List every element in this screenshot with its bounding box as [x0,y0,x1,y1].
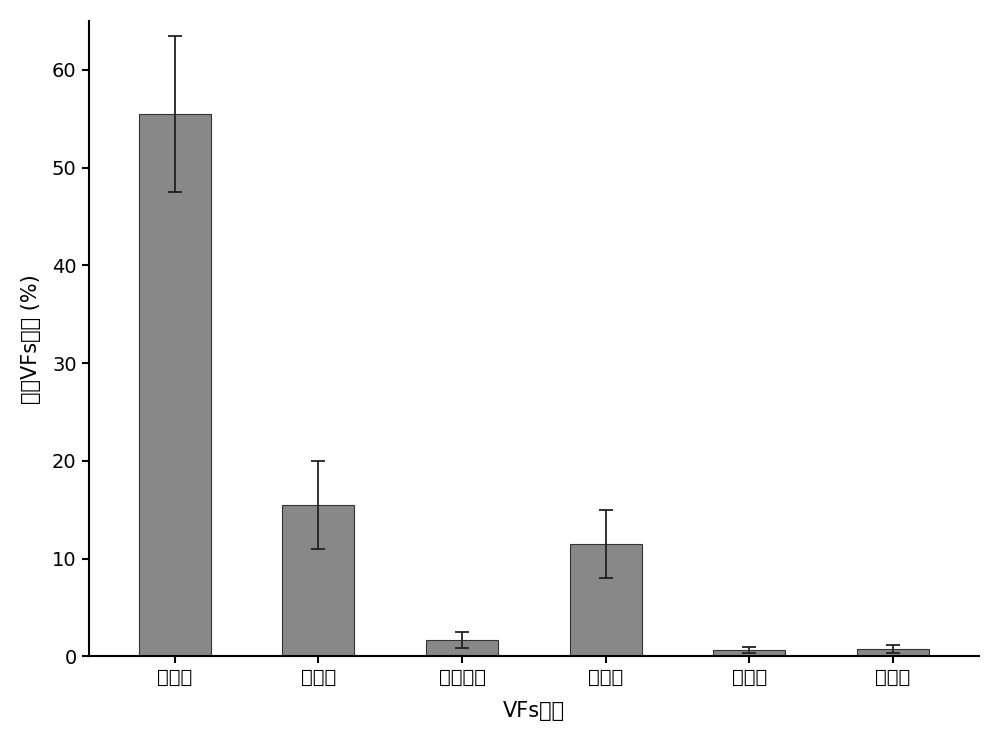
Bar [857,649,929,657]
Bar [570,544,642,657]
Y-axis label: 占总VFs比例 (%): 占总VFs比例 (%) [21,274,41,404]
Bar [426,640,498,657]
Bar [139,114,211,657]
Bar [713,650,785,657]
X-axis label: VFs类型: VFs类型 [503,701,565,721]
Bar [282,505,354,657]
